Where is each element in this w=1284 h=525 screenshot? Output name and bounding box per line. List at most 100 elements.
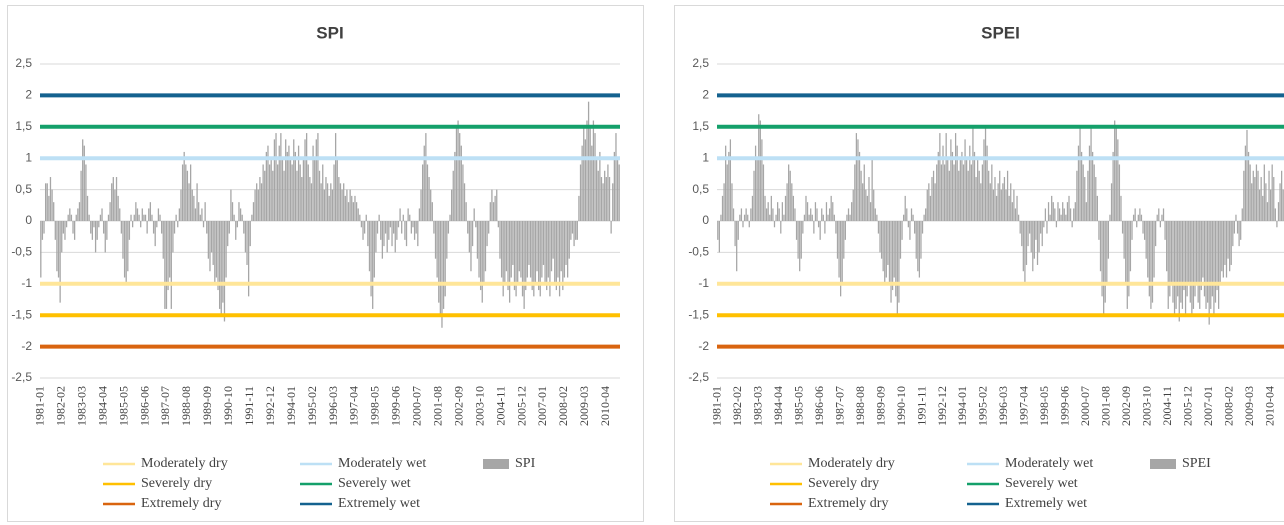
- bar: [932, 170, 935, 221]
- bar: [420, 189, 422, 221]
- bar: [349, 189, 351, 221]
- bar: [488, 221, 490, 234]
- bar: [1024, 221, 1026, 284]
- x-tick-label: 1989-09: [200, 386, 214, 426]
- bar: [412, 221, 414, 228]
- bar: [1206, 221, 1209, 303]
- bar: [471, 221, 474, 247]
- bar: [433, 221, 435, 234]
- bar: [131, 221, 134, 228]
- x-tick-label: 1985-05: [116, 386, 130, 426]
- bar: [855, 133, 858, 221]
- bar: [370, 221, 372, 297]
- bar: [478, 221, 480, 278]
- bar: [239, 208, 242, 221]
- bar: [966, 158, 968, 221]
- bar: [1000, 189, 1002, 221]
- bar: [791, 183, 793, 221]
- bar: [352, 202, 355, 221]
- bar: [1194, 221, 1196, 297]
- bar: [1071, 221, 1073, 228]
- bar: [992, 189, 995, 221]
- bar: [1241, 208, 1243, 221]
- y-tick-label: 0: [25, 213, 32, 227]
- bar: [961, 151, 963, 221]
- bar: [409, 214, 411, 221]
- bar: [1260, 177, 1262, 221]
- bar: [578, 195, 580, 221]
- bar: [901, 221, 903, 240]
- bar: [1073, 208, 1075, 221]
- bar: [1232, 221, 1234, 247]
- bar: [954, 133, 957, 221]
- bar: [1247, 151, 1250, 221]
- bar: [389, 221, 392, 228]
- bar: [315, 139, 317, 221]
- bar: [885, 221, 887, 278]
- bar: [1181, 221, 1184, 309]
- bar: [1255, 164, 1258, 221]
- bar: [928, 183, 930, 221]
- bar: [101, 208, 103, 221]
- y-tick-label: 2: [702, 88, 709, 102]
- bar: [152, 221, 155, 234]
- bar: [984, 126, 987, 221]
- bar: [114, 189, 116, 221]
- bar: [811, 214, 813, 221]
- bar: [517, 221, 519, 284]
- bar: [980, 183, 982, 221]
- bar: [723, 183, 725, 221]
- bar: [380, 221, 382, 240]
- bar: [581, 145, 583, 221]
- bar: [48, 195, 50, 221]
- bar: [140, 221, 142, 228]
- bar: [1147, 221, 1149, 278]
- x-tick-label: 2008-02: [556, 386, 570, 426]
- bar: [903, 214, 905, 221]
- bar: [91, 221, 94, 240]
- bar: [879, 221, 881, 253]
- bar: [756, 158, 758, 221]
- bar: [1244, 145, 1247, 221]
- bar: [122, 221, 124, 259]
- bar: [814, 202, 817, 221]
- bar: [384, 221, 387, 234]
- bar: [989, 183, 991, 221]
- x-tick-label: 2000-07: [410, 386, 424, 426]
- bar: [1055, 221, 1058, 228]
- bar: [270, 158, 272, 221]
- bar: [906, 208, 908, 221]
- y-tick-label: -2,5: [688, 370, 709, 384]
- bar: [871, 158, 873, 221]
- bar: [1233, 221, 1236, 234]
- bar: [1132, 214, 1135, 221]
- bar: [299, 164, 301, 221]
- bar: [832, 202, 834, 221]
- bar: [278, 145, 280, 221]
- bar: [162, 221, 164, 259]
- x-tick-label: 1992-12: [263, 386, 277, 426]
- bar: [858, 151, 861, 221]
- bar: [1251, 183, 1253, 221]
- bar: [880, 221, 883, 259]
- bar: [800, 221, 802, 259]
- y-tick-label: -1,5: [11, 307, 32, 321]
- bar: [529, 221, 532, 278]
- bar: [1156, 214, 1158, 221]
- bar: [816, 208, 818, 221]
- bar: [254, 189, 256, 221]
- bar: [537, 221, 540, 291]
- bar: [491, 189, 493, 221]
- bar: [958, 170, 960, 221]
- bar: [444, 221, 446, 297]
- bar: [281, 158, 284, 221]
- bar: [96, 221, 98, 240]
- x-tick-label: 2005-12: [514, 386, 528, 426]
- bar: [185, 164, 187, 221]
- bar: [423, 145, 425, 221]
- bar: [323, 189, 326, 221]
- bar: [1269, 189, 1272, 221]
- bar: [508, 221, 511, 303]
- bar: [283, 170, 285, 221]
- bar: [882, 221, 884, 272]
